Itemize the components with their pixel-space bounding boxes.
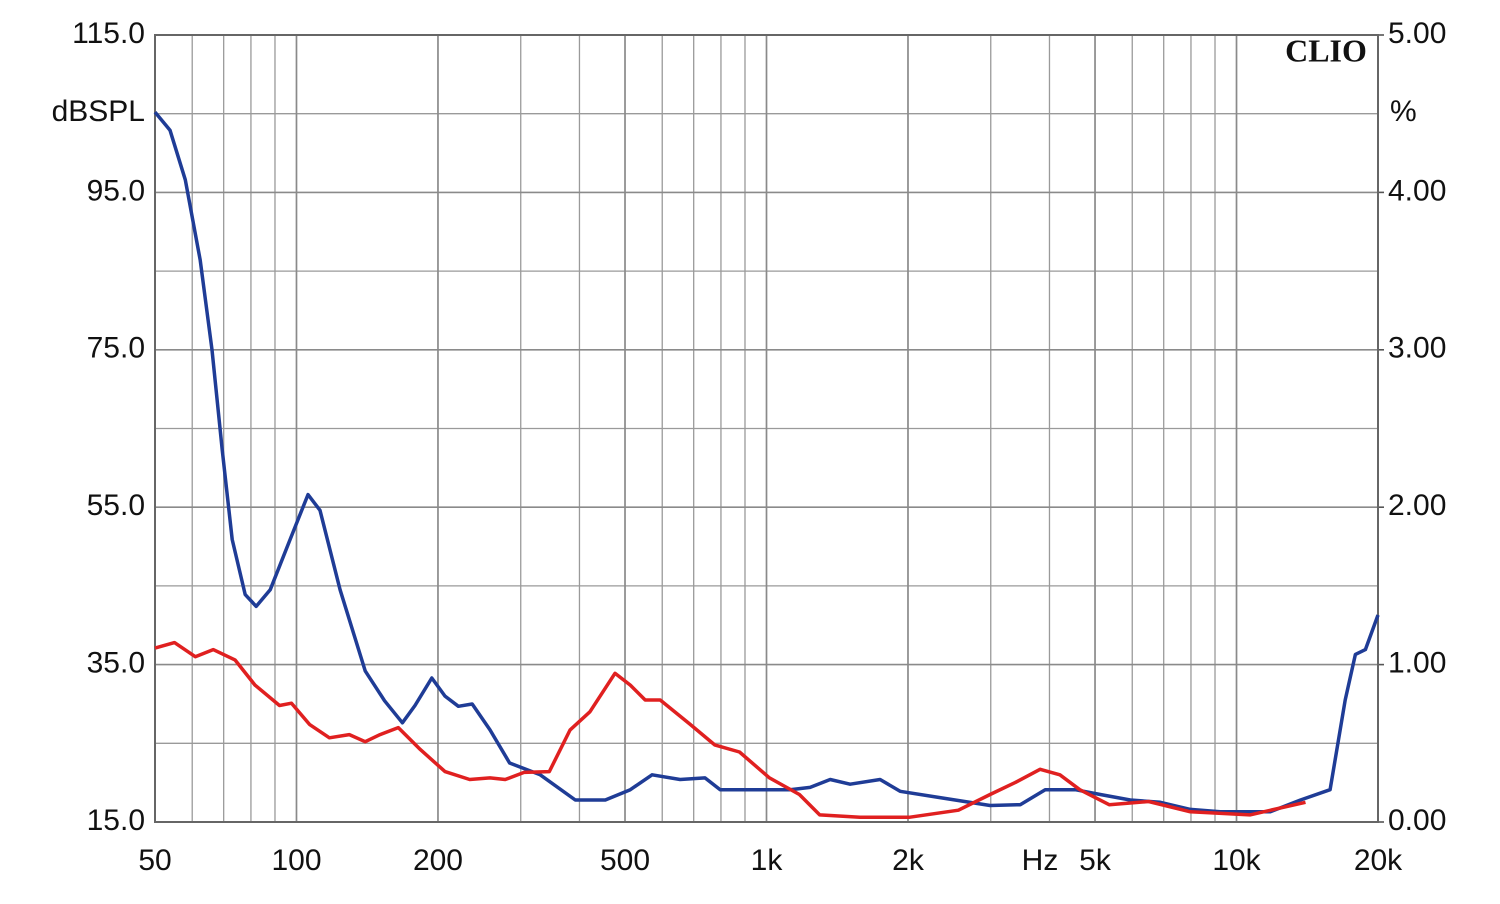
x-tick-label: 50 xyxy=(138,844,171,877)
x-tick-label: 5k xyxy=(1079,844,1112,877)
x-tick-label: 20k xyxy=(1354,844,1403,877)
y2-tick-label: 1.00 xyxy=(1388,647,1446,680)
data-line xyxy=(153,110,1380,814)
x-tick-label: 100 xyxy=(271,844,321,877)
y2-axis-label: % xyxy=(1390,95,1417,128)
x-tick-label: 200 xyxy=(413,844,463,877)
y2-tick-label: 5.00 xyxy=(1388,17,1446,50)
y2-tick-label: 0.00 xyxy=(1388,804,1446,837)
x-axis-label: Hz xyxy=(1022,844,1059,877)
y-tick-label: 15.0 xyxy=(87,804,145,837)
y-axis-label: dBSPL xyxy=(52,95,145,128)
y-tick-label: 35.0 xyxy=(87,647,145,680)
x-tick-label: 1k xyxy=(751,844,784,877)
y-tick-label: 55.0 xyxy=(87,489,145,522)
y-tick-label: 75.0 xyxy=(87,332,145,365)
y2-tick-label: 2.00 xyxy=(1388,489,1446,522)
y2-tick-label: 3.00 xyxy=(1388,332,1446,365)
x-tick-label: 2k xyxy=(892,844,925,877)
x-tick-label: 10k xyxy=(1212,844,1261,877)
y-tick-label: 95.0 xyxy=(87,174,145,207)
x-tick-label: 500 xyxy=(600,844,650,877)
y2-tick-label: 4.00 xyxy=(1388,174,1446,207)
plot-frame xyxy=(154,34,1379,823)
y-tick-label: 115.0 xyxy=(72,17,145,50)
brand: CLIO xyxy=(1285,32,1367,68)
data-line xyxy=(154,640,1306,820)
